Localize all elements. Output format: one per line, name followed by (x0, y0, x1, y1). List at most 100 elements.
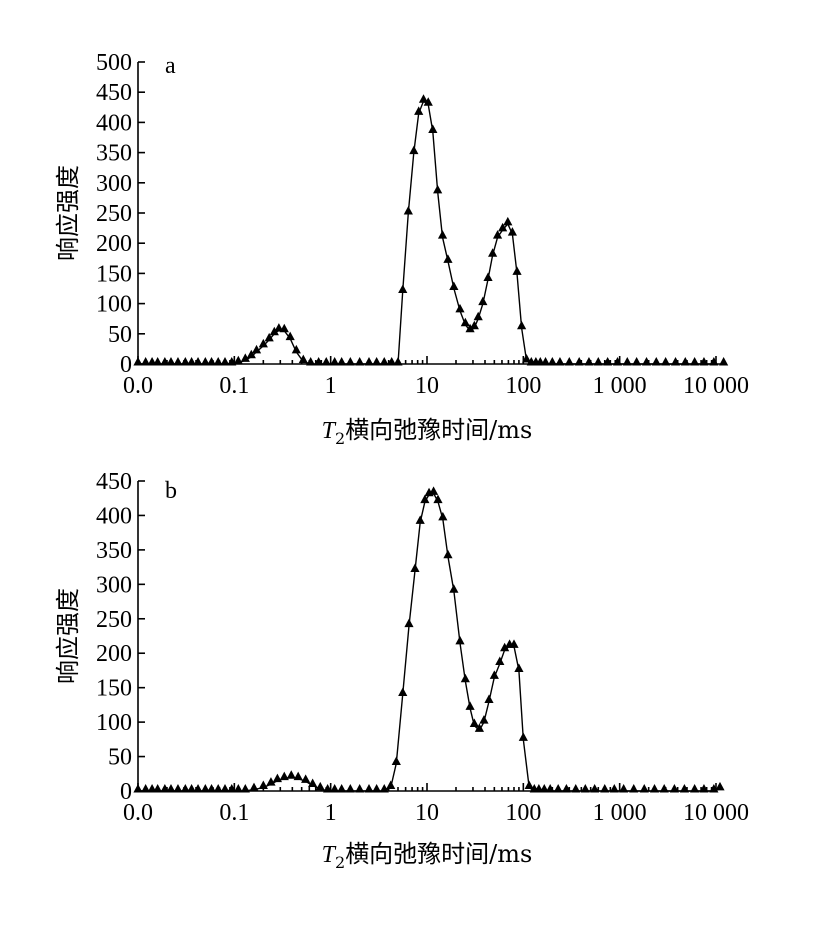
data-point-marker-a (593, 357, 603, 366)
data-point-marker-a (200, 357, 210, 366)
data-point-marker-a (220, 357, 230, 366)
x-tick-label-b: 0.1 (219, 800, 249, 826)
x-tick-label-b: 1 (325, 800, 337, 826)
y-tick-label-a: 50 (108, 322, 132, 348)
data-point-marker-b (489, 670, 499, 679)
data-point-marker-a (632, 357, 642, 366)
data-point-marker-a (680, 357, 690, 366)
data-point-marker-b (200, 784, 210, 793)
data-point-marker-b (206, 784, 217, 793)
x-axis-label-subscript-b: 2 (335, 853, 345, 872)
data-point-marker-a (469, 320, 479, 330)
panel-label-a: a (165, 53, 176, 79)
data-point-marker-b (590, 784, 600, 793)
data-point-marker-a (291, 344, 301, 354)
data-point-marker-b (308, 778, 318, 787)
data-point-marker-b (479, 715, 489, 724)
data-point-marker-a (443, 254, 453, 263)
data-point-marker-b (323, 784, 333, 793)
data-point-marker-a (507, 227, 517, 236)
data-point-marker-a (321, 357, 331, 366)
data-point-marker-b (337, 784, 347, 793)
data-point-marker-a (641, 357, 652, 366)
data-point-marker-a (719, 357, 729, 366)
x-tick-label-b: 10 (415, 800, 439, 826)
data-point-marker-b (153, 784, 163, 793)
data-point-marker-a (603, 357, 613, 366)
data-point-marker-b (649, 784, 660, 793)
data-point-marker-b (364, 784, 374, 793)
data-point-marker-a (279, 323, 289, 333)
data-point-marker-b (539, 784, 549, 793)
y-tick-label-a: 150 (96, 261, 132, 287)
data-point-marker-a (709, 357, 719, 366)
x-axis-label-text-a: 横向弛豫时间/ms (345, 416, 532, 444)
data-point-marker-b (571, 784, 581, 793)
data-point-marker-a (153, 357, 163, 366)
x-axis-label-b: T2横向弛豫时间/ms (322, 840, 533, 872)
data-point-marker-a (418, 94, 429, 103)
data-point-marker-a (364, 357, 374, 366)
data-point-marker-b (379, 784, 389, 793)
data-point-marker-b (629, 784, 639, 793)
data-point-marker-b (386, 780, 396, 790)
data-point-marker-b (279, 771, 289, 781)
y-tick-label-b: 300 (96, 572, 132, 598)
data-point-marker-a (240, 353, 250, 362)
y-tick-label-a: 400 (96, 110, 132, 136)
x-tick-label-a: 10 (415, 373, 439, 399)
data-point-marker-a (285, 331, 295, 341)
y-tick-label-b: 50 (108, 745, 132, 771)
data-point-marker-a (555, 357, 565, 366)
data-point-marker-b (609, 784, 619, 793)
data-point-marker-a (483, 272, 493, 281)
data-point-marker-b (330, 784, 340, 793)
data-point-marker-b (474, 723, 485, 732)
data-point-marker-b (495, 656, 505, 666)
data-point-marker-a (503, 216, 513, 226)
data-point-marker-a (233, 355, 243, 365)
data-point-marker-b (420, 494, 430, 504)
data-point-marker-a (180, 357, 190, 366)
data-point-marker-a (160, 357, 170, 366)
x-tick-label-b: 10 000 (683, 800, 749, 826)
data-point-marker-b (443, 549, 453, 559)
data-point-marker-a (306, 357, 316, 366)
x-tick-label-a: 10 000 (683, 373, 749, 399)
data-point-marker-a (206, 357, 217, 366)
data-point-marker-b (410, 563, 420, 573)
data-point-marker-a (512, 266, 522, 275)
data-point-marker-a (355, 357, 365, 366)
data-point-marker-a (584, 357, 594, 366)
data-point-marker-b (233, 784, 243, 793)
data-point-marker-a (193, 357, 203, 366)
x-tick-label-a: 1 (325, 373, 337, 399)
x-axis-label-subscript-a: 2 (335, 429, 345, 448)
data-point-marker-a (651, 357, 661, 366)
data-point-marker-a (269, 326, 279, 336)
data-point-marker-a (213, 357, 223, 366)
y-tick-label-a: 350 (96, 141, 132, 167)
data-point-marker-a (186, 357, 197, 366)
data-point-marker-b (460, 673, 470, 683)
data-point-marker-b (301, 774, 311, 783)
x-axis-label-symbol-b: T (322, 842, 337, 868)
data-point-marker-a (622, 357, 632, 366)
data-point-marker-b (561, 784, 572, 793)
data-point-marker-b (345, 784, 355, 793)
data-point-marker-b (449, 584, 459, 593)
y-axis-label-b: 响应强度 (54, 588, 82, 684)
data-point-marker-b (433, 494, 443, 504)
data-point-marker-a (455, 303, 465, 313)
data-point-marker-b (404, 618, 414, 628)
data-point-marker-a (345, 357, 355, 366)
data-point-marker-a (540, 357, 551, 366)
data-point-marker-a (372, 357, 382, 366)
data-point-marker-a (393, 357, 403, 366)
data-point-marker-a (465, 323, 475, 333)
data-point-marker-a (251, 344, 262, 354)
data-point-marker-a (574, 357, 584, 366)
data-point-marker-b (455, 635, 465, 645)
data-point-marker-a (473, 311, 483, 321)
y-tick-label-b: 450 (96, 469, 132, 495)
